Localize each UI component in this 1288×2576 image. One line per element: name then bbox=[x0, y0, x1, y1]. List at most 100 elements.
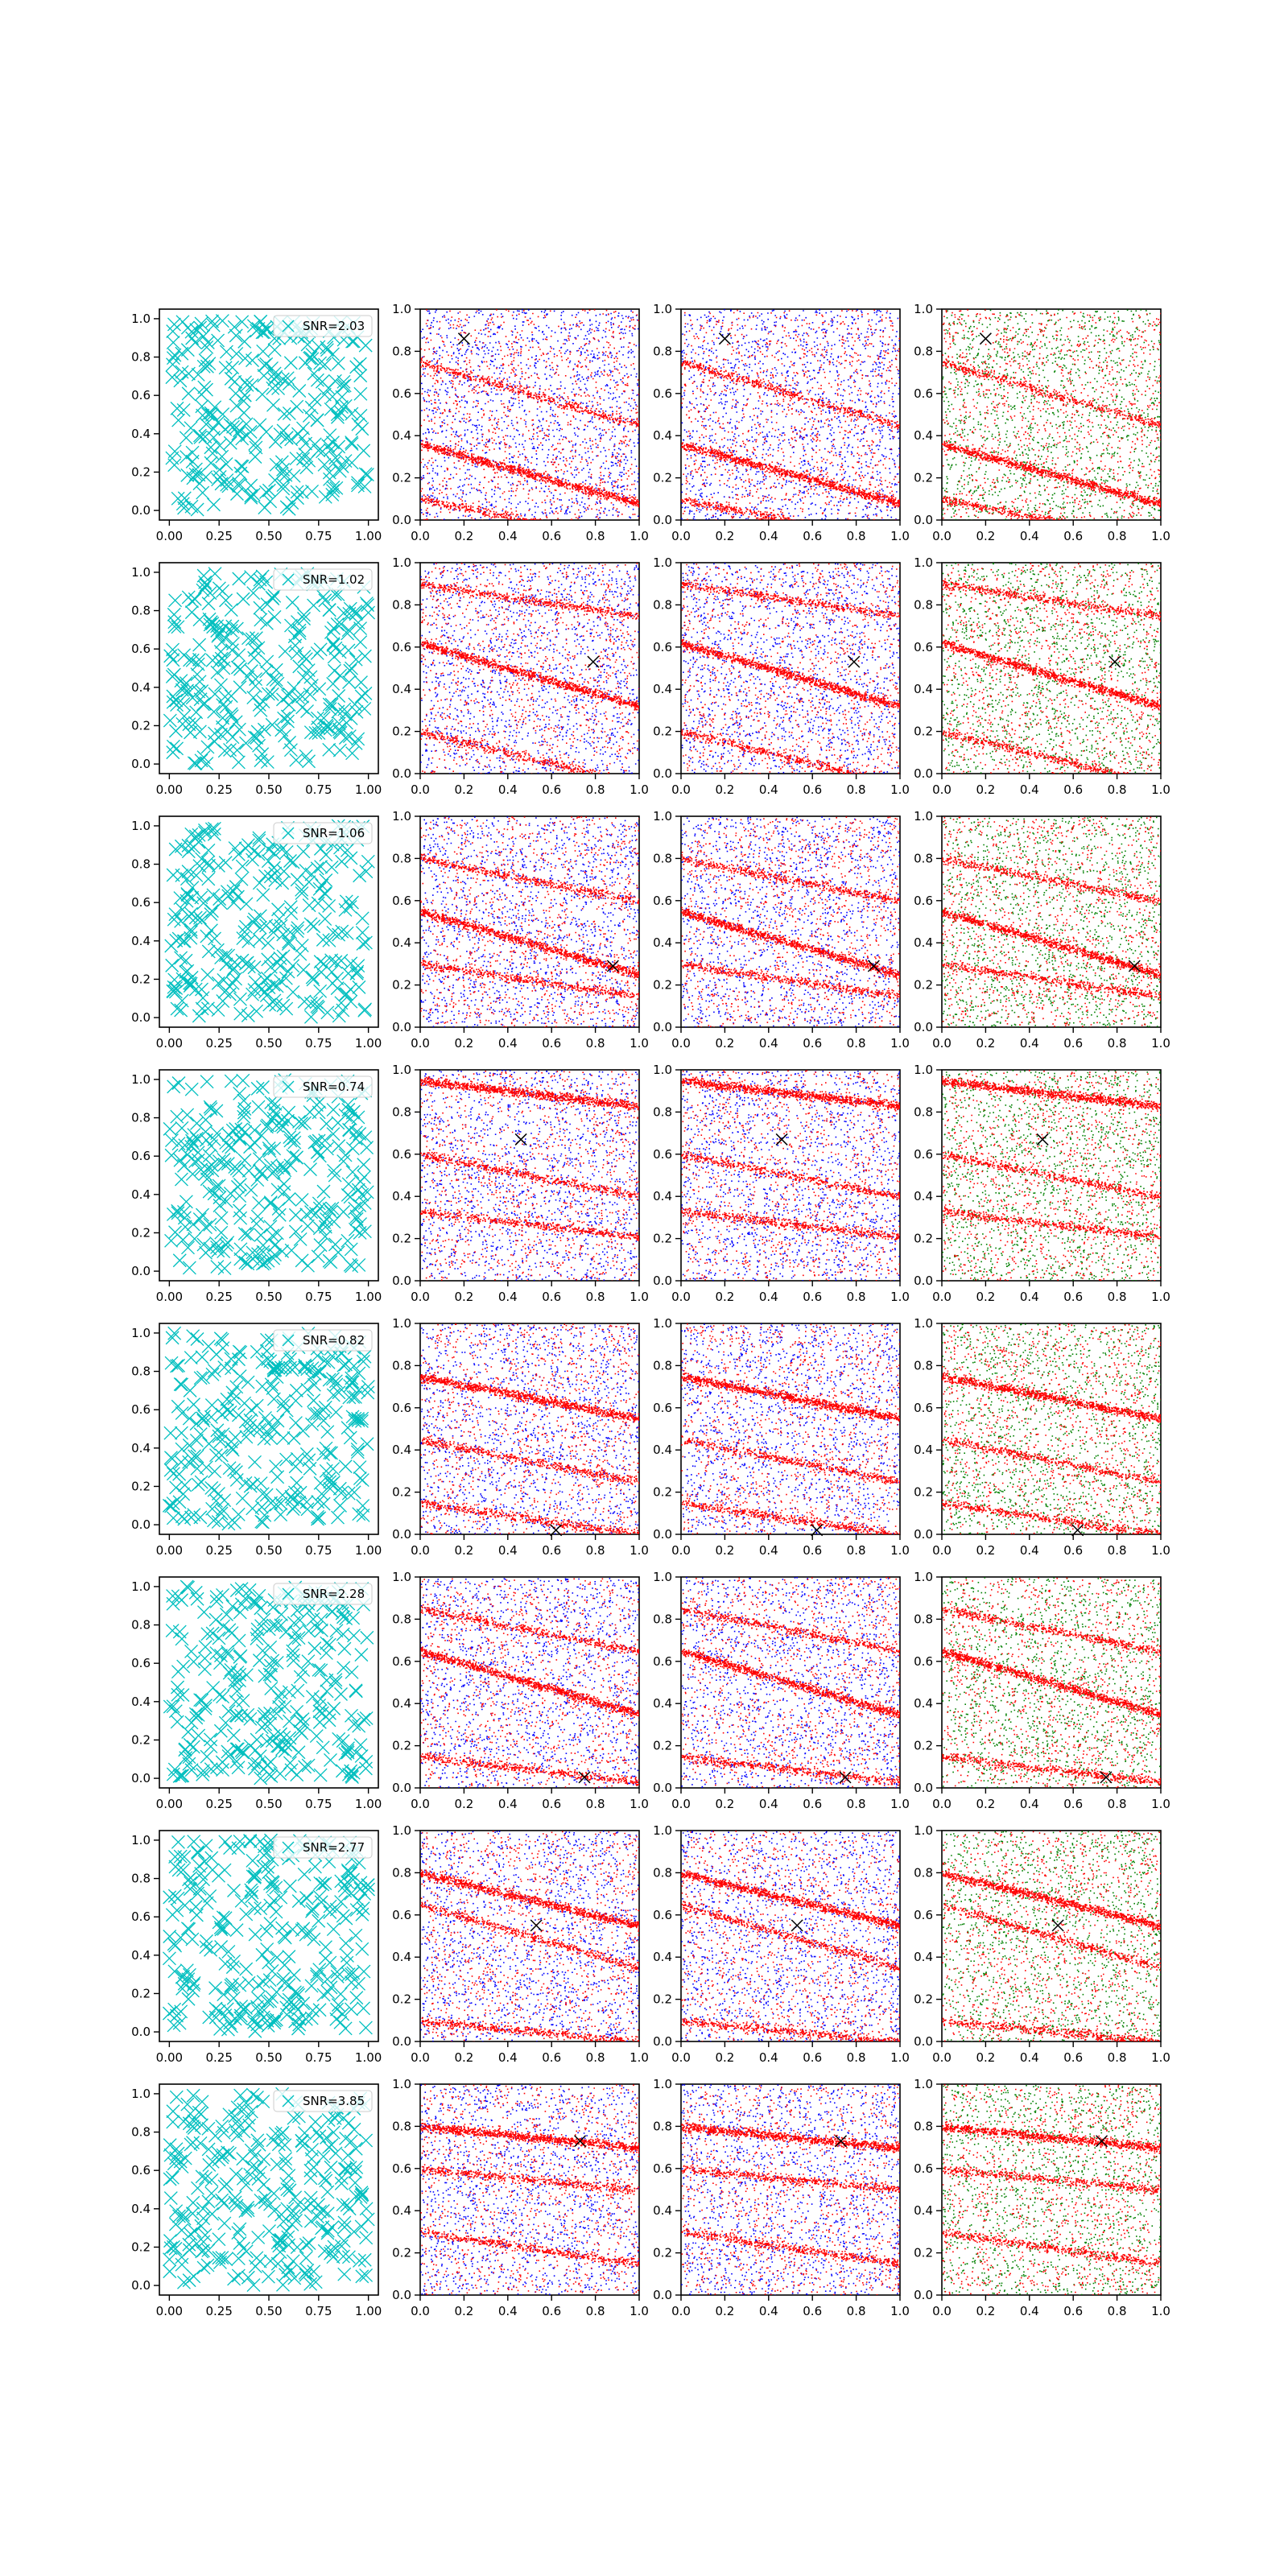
cross-marker bbox=[196, 1371, 209, 1384]
x-tick-label: 0.2 bbox=[976, 1036, 995, 1051]
x-tick-label: 0.8 bbox=[847, 782, 866, 797]
cross-marker bbox=[291, 2241, 303, 2254]
x-tick-label: 0.8 bbox=[847, 1543, 866, 1558]
cross-marker bbox=[185, 1645, 198, 1657]
cross-marker bbox=[345, 1709, 357, 1722]
cross-marker bbox=[244, 1141, 257, 1154]
cross-marker bbox=[325, 1447, 338, 1459]
x-tick-label: 0.6 bbox=[1063, 2304, 1083, 2318]
cross-marker bbox=[239, 2205, 252, 2218]
x-tick-label: 0.4 bbox=[498, 529, 518, 543]
cross-marker bbox=[250, 1345, 263, 1358]
cross-marker bbox=[182, 845, 195, 858]
x-tick-label: 0.2 bbox=[976, 782, 995, 797]
cross-marker bbox=[225, 644, 238, 657]
scatter-markers bbox=[163, 1580, 374, 1785]
cross-marker bbox=[200, 758, 213, 770]
cross-marker bbox=[315, 966, 328, 979]
y-tick-label: 1.0 bbox=[131, 565, 151, 580]
cross-marker bbox=[242, 1976, 255, 1989]
cross-marker bbox=[188, 1232, 201, 1245]
cross-marker bbox=[339, 1460, 352, 1473]
x-tick-label: 0.6 bbox=[803, 782, 822, 797]
legend: SNR=1.06 bbox=[274, 823, 372, 844]
y-tick-label: 0.8 bbox=[392, 597, 411, 612]
x-tick-label: 1.0 bbox=[890, 1797, 910, 1811]
cross-marker bbox=[178, 1159, 191, 1172]
cross-marker bbox=[219, 1716, 232, 1729]
density-panel-row-8-col-2: 0.0 0.2 0.4 0.6 0.8 1.00.00.20.40.60.81.0 bbox=[392, 2077, 649, 2318]
cross-marker bbox=[242, 2204, 254, 2217]
cross-marker bbox=[265, 1682, 278, 1695]
cross-marker bbox=[200, 1839, 213, 1852]
cross-marker bbox=[303, 409, 316, 422]
x-tick-label: 0.25 bbox=[205, 1290, 232, 1304]
cross-marker bbox=[361, 469, 374, 481]
x-tick-label: 0.2 bbox=[715, 1797, 734, 1811]
x-tick-label: 1.0 bbox=[1151, 529, 1170, 543]
cross-marker bbox=[270, 998, 283, 1011]
density-points bbox=[681, 1070, 901, 1282]
y-tick-label: 0.4 bbox=[914, 2203, 933, 2218]
cross-marker bbox=[187, 1330, 200, 1343]
cross-marker bbox=[166, 959, 179, 972]
cross-marker bbox=[204, 456, 217, 469]
cross-marker bbox=[264, 1196, 277, 1209]
cross-marker bbox=[238, 335, 251, 348]
y-tick-label: 0.2 bbox=[392, 1739, 411, 1753]
cross-marker bbox=[253, 1654, 266, 1667]
cross-marker bbox=[331, 411, 344, 423]
cross-marker bbox=[171, 2147, 184, 2160]
y-tick-label: 0.0 bbox=[131, 2278, 151, 2293]
cross-marker bbox=[292, 1746, 305, 1759]
cross-marker bbox=[263, 998, 276, 1011]
cross-marker bbox=[194, 2136, 207, 2149]
x-tick-label: 0.2 bbox=[454, 2050, 473, 2065]
cross-marker bbox=[218, 1262, 231, 1275]
y-tick-label: 0.8 bbox=[914, 344, 933, 358]
x-tick-label: 0.0 bbox=[411, 782, 430, 797]
cross-marker bbox=[321, 2227, 334, 2240]
cross-marker bbox=[361, 1381, 374, 1393]
x-tick-label: 0.2 bbox=[715, 1036, 734, 1051]
x-tick-label: 0.2 bbox=[715, 529, 734, 543]
scatter-panel-row-4: 0.00 0.25 0.50 0.75 1.000.00.20.40.60.81.0SN… bbox=[131, 1070, 382, 1304]
density-panel-row-6-col-4: 0.0 0.2 0.4 0.6 0.8 1.00.00.20.40.60.81.0 bbox=[914, 1570, 1170, 1811]
cross-marker bbox=[283, 1352, 296, 1365]
cross-marker bbox=[189, 757, 202, 770]
cross-marker bbox=[349, 1685, 362, 1698]
cross-marker bbox=[168, 1965, 181, 1978]
y-tick-label: 0.0 bbox=[392, 1527, 411, 1542]
x-tick-label: 0.0 bbox=[671, 2304, 691, 2318]
cross-marker bbox=[278, 1930, 291, 1942]
y-tick-label: 0.0 bbox=[131, 1264, 151, 1278]
cross-marker bbox=[167, 740, 180, 753]
y-tick-label: 0.6 bbox=[131, 1656, 151, 1670]
y-tick-label: 0.8 bbox=[392, 1358, 411, 1373]
cross-marker bbox=[171, 1892, 184, 1905]
cross-marker bbox=[352, 1111, 365, 1124]
y-tick-label: 0.6 bbox=[392, 640, 411, 654]
cross-marker bbox=[291, 922, 304, 935]
cross-marker bbox=[216, 2252, 229, 2264]
cross-marker bbox=[263, 1145, 276, 1158]
cross-marker bbox=[220, 1608, 233, 1621]
cross-marker bbox=[267, 1894, 280, 1907]
cross-marker bbox=[256, 1948, 269, 1961]
cross-marker bbox=[203, 1438, 216, 1451]
cross-marker bbox=[214, 1332, 227, 1345]
y-tick-label: 0.4 bbox=[392, 935, 411, 950]
y-tick-label: 0.2 bbox=[392, 1232, 411, 1246]
density-points bbox=[681, 1323, 902, 1536]
y-tick-label: 0.2 bbox=[392, 2246, 411, 2260]
density-panel-row-2-col-3: 0.0 0.2 0.4 0.6 0.8 1.00.00.20.40.60.81.0 bbox=[653, 555, 910, 797]
x-tick-label: 1.0 bbox=[630, 2050, 649, 2065]
density-panel-row-4-col-4: 0.0 0.2 0.4 0.6 0.8 1.00.00.20.40.60.81.0 bbox=[914, 1063, 1170, 1304]
cross-marker bbox=[202, 2122, 215, 2135]
x-tick-label: 0.6 bbox=[1063, 1036, 1083, 1051]
cross-marker bbox=[229, 375, 242, 388]
x-tick-label: 0.2 bbox=[454, 1797, 473, 1811]
cross-marker bbox=[179, 1479, 192, 1492]
y-tick-label: 0.2 bbox=[653, 1232, 672, 1246]
